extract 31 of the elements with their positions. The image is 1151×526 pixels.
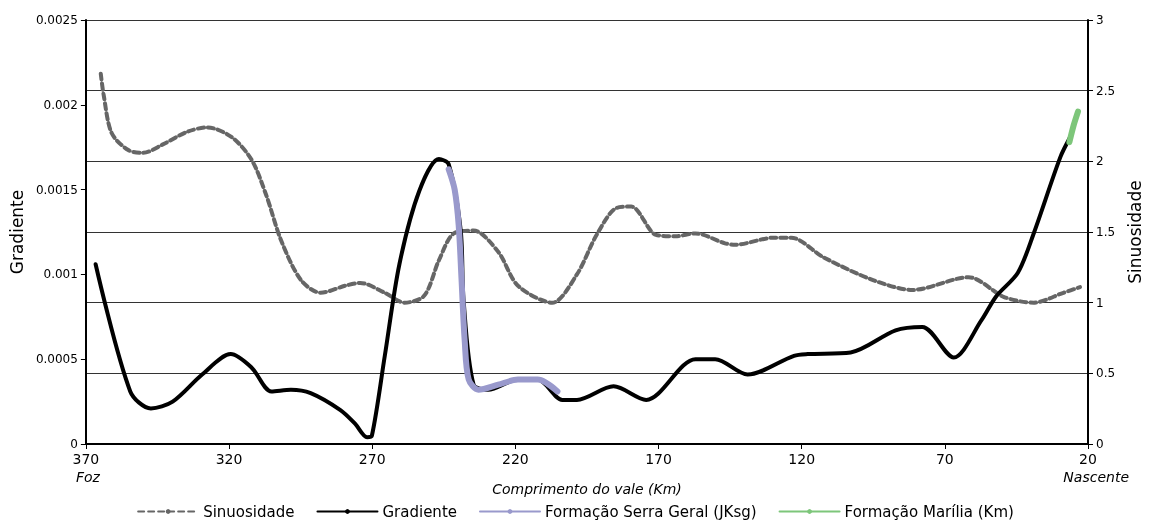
y-tick-label: 0.0005 <box>35 352 78 367</box>
y-tick-label: 0.0025 <box>35 13 78 27</box>
y2-tick-label: 0.5 <box>1096 366 1116 381</box>
line-series <box>98 71 1082 305</box>
x-tick-label: 370 <box>72 451 100 467</box>
y2-tick-label: 1 <box>1096 295 1104 310</box>
text: Nascente <box>1063 469 1130 485</box>
y2-tick-label: 2.5 <box>1096 83 1116 98</box>
legend-label: Formação Serra Geral (JKsg) <box>544 502 757 521</box>
legend-label: Formação Marília (Km) <box>844 502 1014 521</box>
x-tick-label: 320 <box>215 451 243 467</box>
x-axis-title: Comprimento do vale (Km) <box>492 481 682 497</box>
y2-tick-label: 1.5 <box>1096 225 1116 239</box>
y2-axis-title: Sinuosidade <box>1124 180 1145 284</box>
y-tick-label: 0.001 <box>43 267 78 282</box>
legend-label: Gradiente <box>382 502 457 521</box>
text: Foz <box>76 469 101 485</box>
y2-tick-label: 0 <box>1096 437 1104 451</box>
x-tick-label: 120 <box>788 451 816 467</box>
y2-tick-label: 2 <box>1096 154 1104 169</box>
legend-label: Sinuosidade <box>203 502 295 521</box>
y-axis-title: Gradiente <box>6 189 27 275</box>
y-tick-label: 0.002 <box>43 97 78 112</box>
x-tick-label: 20 <box>1079 451 1097 467</box>
y-tick-label: 0.0015 <box>35 182 78 197</box>
x-tick-label: 220 <box>502 451 529 467</box>
y-tick-label: 0 <box>70 437 78 451</box>
x-tick-label: 70 <box>935 451 954 467</box>
x-tick-label: 170 <box>645 451 672 467</box>
x-tick-label: 270 <box>358 451 386 467</box>
y2-tick-label: 3 <box>1096 13 1104 27</box>
